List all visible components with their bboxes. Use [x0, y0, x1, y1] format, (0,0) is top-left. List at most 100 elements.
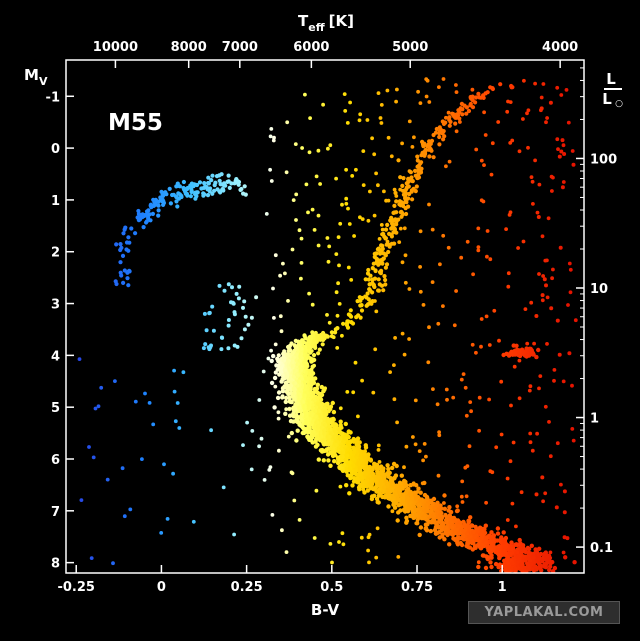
star-point: [518, 545, 523, 550]
star-point: [460, 112, 465, 117]
star-point: [293, 368, 298, 373]
y-tick-label-6: 5: [51, 401, 60, 416]
star-point: [437, 430, 441, 434]
star-point: [367, 287, 372, 292]
star-point: [545, 342, 549, 346]
star-point: [427, 202, 431, 207]
star-point: [436, 473, 441, 478]
star-point: [536, 560, 541, 566]
star-point: [545, 116, 549, 120]
star-point: [150, 211, 155, 216]
star-point: [167, 186, 172, 191]
star-point: [299, 236, 304, 241]
star-point: [423, 522, 429, 527]
star-point: [525, 545, 530, 551]
star-point: [280, 394, 285, 398]
star-point: [401, 500, 406, 506]
star-point: [470, 547, 475, 552]
right-axis-title-denominator: L: [602, 90, 612, 108]
star-point: [570, 383, 574, 388]
star-point: [415, 164, 420, 169]
star-point: [307, 406, 312, 411]
star-point: [307, 150, 312, 155]
star-point: [541, 82, 546, 86]
star-point: [521, 239, 526, 244]
star-point: [370, 290, 375, 295]
star-point: [517, 353, 523, 359]
star-point: [206, 181, 211, 186]
star-point: [325, 418, 330, 424]
star-point: [118, 242, 123, 247]
star-point: [232, 532, 237, 537]
star-point: [350, 483, 355, 488]
star-point: [442, 493, 447, 498]
star-point: [447, 117, 452, 122]
star-point: [561, 379, 566, 384]
star-point: [536, 347, 541, 353]
star-point: [349, 278, 354, 282]
star-point: [312, 363, 316, 368]
y-tick-label-9: 8: [51, 557, 60, 572]
star-point: [335, 326, 340, 331]
star-point: [310, 302, 315, 307]
star-point: [365, 291, 370, 296]
star-point: [328, 143, 333, 148]
star-point: [473, 100, 478, 105]
star-point: [555, 318, 560, 323]
star-point: [566, 120, 571, 125]
star-point: [390, 509, 395, 514]
star-point: [143, 391, 147, 396]
star-point: [257, 398, 262, 402]
star-point: [434, 521, 439, 526]
star-point: [209, 178, 214, 183]
star-point: [479, 536, 484, 541]
star-point: [151, 422, 156, 427]
star-point: [348, 308, 353, 313]
star-point: [279, 329, 284, 334]
star-point: [302, 334, 307, 339]
star-point: [414, 496, 419, 502]
star-point: [220, 335, 225, 340]
star-point: [514, 343, 519, 348]
star-point: [458, 120, 462, 124]
star-point: [455, 542, 461, 547]
star-point: [528, 351, 534, 356]
star-point: [386, 471, 391, 476]
star-point: [392, 227, 397, 232]
star-point: [347, 466, 353, 471]
star-point: [424, 528, 430, 533]
star-point: [395, 518, 400, 523]
star-point: [331, 409, 337, 415]
star-point: [530, 448, 535, 453]
star-point: [366, 277, 371, 282]
star-point: [285, 390, 291, 396]
star-point: [336, 426, 341, 431]
star-point: [533, 81, 537, 86]
star-point: [211, 328, 216, 333]
star-point: [374, 251, 379, 256]
star-point: [529, 543, 534, 548]
star-points: [77, 77, 578, 574]
star-point: [572, 560, 577, 565]
star-point: [289, 430, 294, 436]
star-point: [125, 276, 130, 281]
star-point: [396, 503, 401, 508]
star-point: [437, 433, 442, 438]
star-point: [401, 176, 406, 181]
star-point: [568, 267, 573, 272]
star-point: [292, 498, 297, 503]
star-point: [561, 143, 566, 148]
top-axis-title: Teff [K]: [298, 12, 354, 34]
star-point: [468, 95, 473, 101]
star-point: [517, 537, 522, 543]
star-point: [338, 484, 343, 489]
star-point: [543, 258, 548, 263]
star-point: [217, 178, 222, 183]
star-point: [370, 281, 375, 286]
star-point: [404, 515, 409, 520]
star-point: [567, 261, 572, 266]
star-point: [534, 354, 539, 360]
star-point: [380, 227, 385, 232]
star-point: [430, 280, 435, 284]
star-point: [326, 405, 331, 410]
